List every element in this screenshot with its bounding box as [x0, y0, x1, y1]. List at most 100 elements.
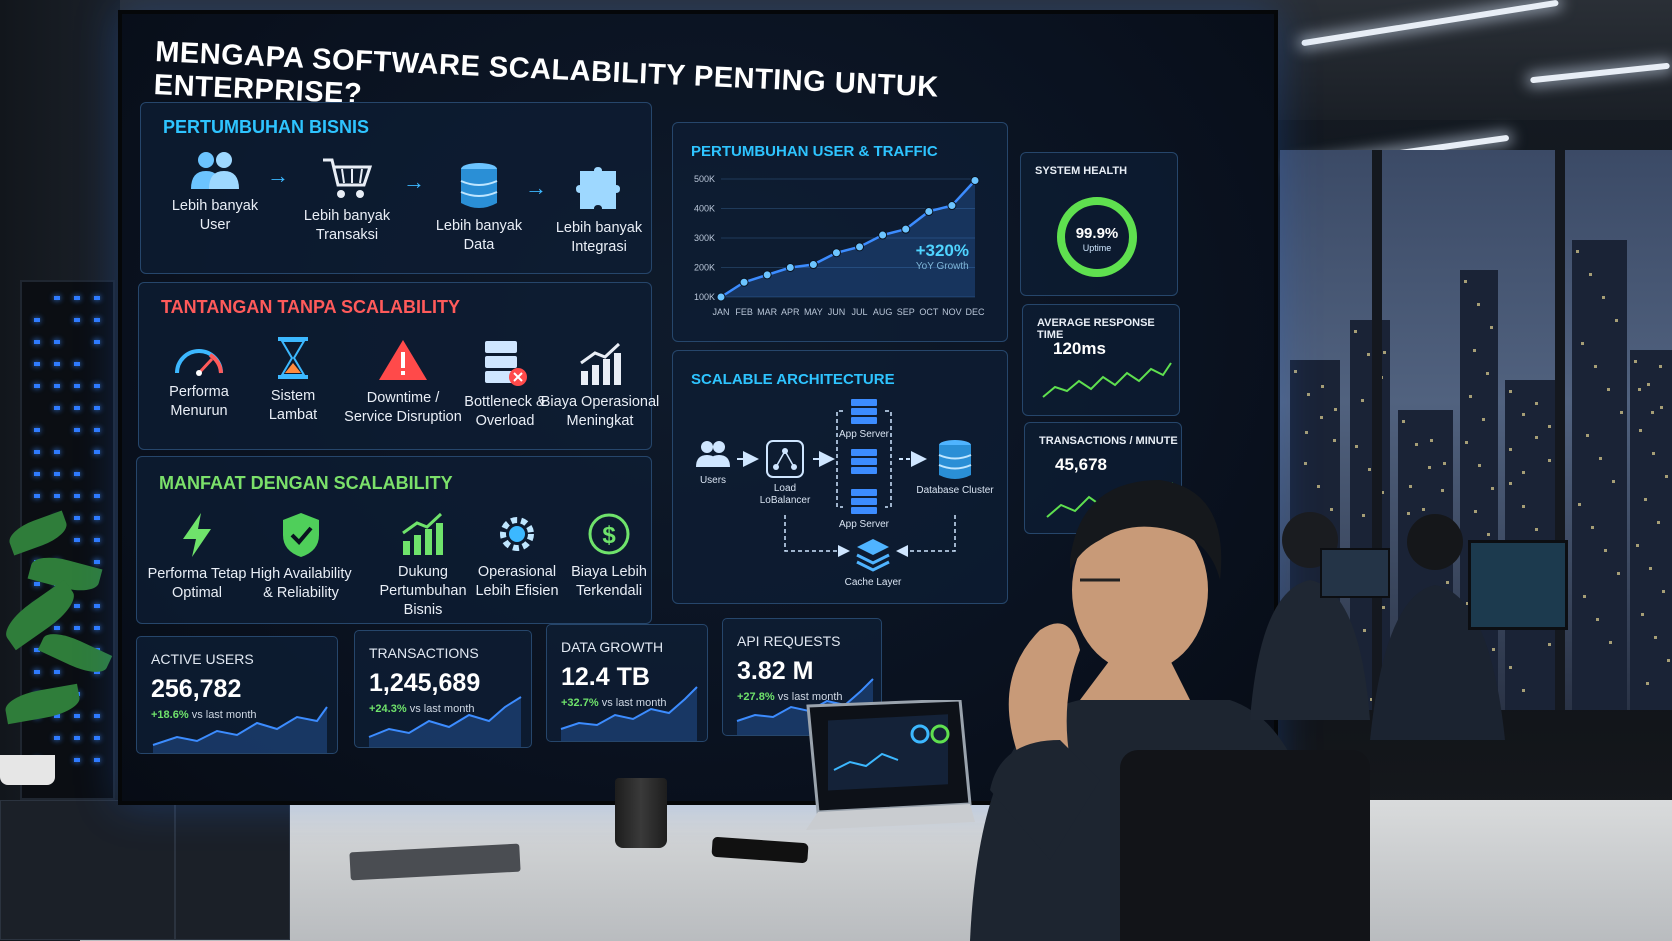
kpi-value: 256,782 [151, 675, 242, 703]
x-tick-label: JAN [712, 307, 729, 317]
challenge-item-downtime: Downtime / Service Disruption [333, 337, 473, 427]
rack-led [94, 494, 100, 498]
benefit-item-growth: Dukung Pertumbuhan Bisnis [353, 511, 493, 620]
challenge-item-label: Performa Menurun [169, 384, 229, 419]
skyline-window-light [1473, 349, 1476, 352]
users-label: Users [699, 475, 727, 486]
lightning-icon [183, 513, 211, 557]
server-error-icon [485, 341, 527, 386]
rack-led [94, 296, 100, 300]
skyline-window-light [1464, 280, 1467, 283]
rack-led [54, 340, 60, 344]
rack-led [74, 384, 80, 388]
skyline-window-light [1548, 459, 1551, 462]
x-tick-label: JUL [852, 307, 868, 317]
skyline-window-light [1509, 482, 1512, 485]
skyline-window-light [1305, 431, 1308, 434]
skyline-window-light [1578, 503, 1581, 506]
skyline-window-light [1320, 416, 1323, 419]
transactions-minute-value: 45,678 [1055, 455, 1107, 474]
response-time-panel: AVERAGE RESPONSE TIME 120ms [1022, 304, 1180, 416]
svg-text:$: $ [602, 522, 616, 549]
rack-led [34, 648, 40, 652]
kpi-delta: +24.3% vs last month [369, 703, 475, 715]
x-tick-label: JUN [828, 307, 846, 317]
skyline-window-light [1407, 512, 1410, 515]
arrow-right-icon: → [403, 169, 425, 194]
skyline-window-light [1646, 682, 1649, 685]
app-server-icon [851, 489, 877, 514]
background-monitor [1320, 548, 1390, 598]
rack-led [54, 670, 60, 674]
benefit-item-label: Dukung Pertumbuhan Bisnis [379, 564, 467, 618]
skyline-window-light [1492, 648, 1495, 651]
transactions-minute-title: TRANSACTIONS / MINUTE [1039, 435, 1178, 447]
skyline-window-light [1307, 393, 1310, 396]
growth-item-users: Lebih banyak User [155, 149, 275, 235]
challenge-item-label: Downtime / Service Disruption [344, 390, 462, 425]
kpi-delta-pct: +18.6% [151, 709, 189, 721]
skyline-window-light [1638, 388, 1641, 391]
challenge-item-slow-system: Sistem Lambat [233, 335, 353, 425]
rack-led [74, 494, 80, 498]
x-tick-label: APR [781, 307, 800, 317]
app-server-icon [851, 399, 877, 424]
skyline-window-light [1443, 462, 1446, 465]
benefit-item-label: Performa Tetap Optimal [147, 566, 247, 601]
chart-data-point [739, 277, 749, 287]
rack-led [74, 296, 80, 300]
skyline-window-light [1465, 441, 1468, 444]
chart-data-point [831, 248, 841, 258]
kpi-delta-pct: +24.3% [369, 703, 407, 715]
rack-led [34, 362, 40, 366]
y-tick-label: 300K [694, 233, 715, 243]
rack-led [54, 296, 60, 300]
skyline-window-light [1522, 471, 1525, 474]
kpi-value: 3.82 M [737, 657, 814, 685]
rack-led [94, 428, 100, 432]
rack-led [74, 472, 80, 476]
rack-led [34, 494, 40, 498]
x-tick-label: FEB [735, 307, 753, 317]
rack-led [74, 714, 80, 718]
rack-led [34, 428, 40, 432]
skyline-window-light [1304, 462, 1307, 465]
benefit-item-label: High Availability & Reliability [250, 566, 352, 601]
skyline-window-light [1334, 408, 1337, 411]
server-unit [175, 780, 290, 940]
skyline-window-light [1362, 514, 1365, 517]
rack-led [54, 472, 60, 476]
users-icon [191, 152, 239, 189]
skyline-window-light [1548, 643, 1551, 646]
skyline-window-light [1535, 528, 1538, 531]
app-server-label: App Server [838, 519, 890, 530]
challenge-item-performance: Performa Menurun [139, 335, 259, 421]
skyline-window-light [1477, 303, 1480, 306]
x-tick-label: AUG [873, 307, 893, 317]
chart-data-point [716, 292, 726, 302]
skyline-window-light [1591, 526, 1594, 529]
uptime-ring [1057, 197, 1137, 277]
kpi-delta: +27.8% vs last month [737, 691, 843, 703]
skyline-window-light [1383, 351, 1386, 354]
skyline-window-light [1665, 475, 1668, 478]
skyline-window-light [1612, 480, 1615, 483]
skyline-window-light [1363, 629, 1366, 632]
chart-data-point [855, 242, 865, 252]
growth-chart-icon [402, 512, 443, 555]
rack-led [94, 604, 100, 608]
business-growth-panel: PERTUMBUHAN BISNIS Lebih banyak User → L… [140, 102, 652, 274]
rack-led [94, 516, 100, 520]
rack-led [94, 406, 100, 410]
rack-led [74, 758, 80, 762]
rack-led [74, 516, 80, 520]
skyline-window-light [1662, 590, 1665, 593]
rack-led [94, 714, 100, 718]
window-mullion [1555, 150, 1565, 710]
gauge-icon [175, 349, 223, 376]
skyline-window-light [1609, 641, 1612, 644]
skyline-window-light [1491, 487, 1494, 490]
skyline-window-light [1602, 296, 1605, 299]
app-server-label: App Server [838, 429, 890, 440]
kpi-delta: +18.6% vs last month [151, 709, 257, 721]
